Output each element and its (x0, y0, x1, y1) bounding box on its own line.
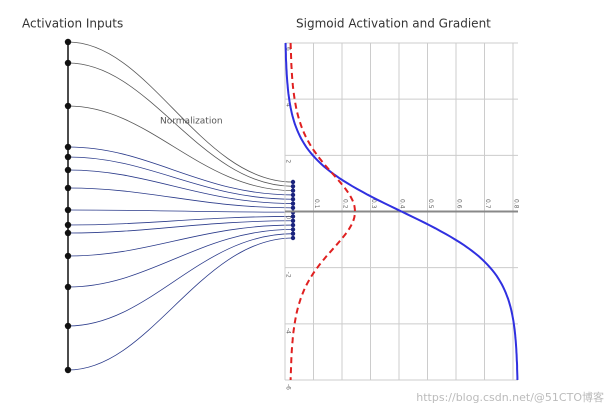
connection (67, 228, 294, 288)
connection (67, 41, 294, 183)
output-node (290, 222, 296, 228)
output-node (290, 188, 296, 193)
input-node (64, 38, 72, 46)
input-node (64, 184, 72, 192)
input-node (64, 229, 72, 237)
input-node (64, 221, 72, 229)
sigmoid-curve (284, 43, 519, 380)
input-node (64, 102, 72, 110)
right-title: Sigmoid Activation and Gradient (296, 17, 491, 31)
connection (67, 237, 294, 371)
input-node (64, 143, 72, 151)
axis-label: 4 (285, 103, 292, 107)
connection (67, 233, 294, 327)
output-node (290, 227, 296, 232)
connection (67, 105, 294, 192)
value-label: 0.6 (456, 199, 463, 209)
axis-label: 6 (285, 47, 292, 51)
value-label: 0.5 (427, 199, 434, 209)
axis-label: 0 (285, 216, 292, 220)
connection (67, 156, 294, 200)
connection (67, 209, 294, 213)
value-label: 0.8 (513, 199, 520, 209)
input-node (64, 283, 72, 291)
value-label: 0.3 (370, 199, 377, 209)
value-label: 0.4 (399, 199, 406, 209)
output-node (290, 218, 296, 223)
input-node (64, 322, 72, 330)
output-node (290, 214, 296, 219)
input-node (64, 206, 72, 214)
input-node (64, 366, 72, 374)
output-node (290, 205, 296, 211)
connection (67, 169, 294, 204)
value-label: 0.2 (342, 199, 349, 209)
connection (67, 62, 294, 187)
axis-label: -2 (285, 272, 292, 278)
axis-label: -6 (285, 384, 292, 390)
input-node (64, 166, 72, 174)
normalization-label: Normalization (160, 117, 223, 127)
left-title: Activation Inputs (22, 17, 123, 31)
axis-label: -4 (285, 328, 292, 334)
watermark: https://blog.csdn.net/@51CTO博客 (416, 390, 604, 404)
connection (67, 146, 294, 196)
output-node (290, 231, 296, 236)
output-node (290, 197, 296, 202)
connection (67, 187, 294, 209)
axis-label: 2 (285, 159, 292, 163)
value-label: 0.7 (484, 199, 491, 209)
value-label: 0.1 (313, 199, 320, 209)
output-node (290, 201, 296, 206)
input-node (64, 252, 72, 260)
output-node (290, 235, 296, 241)
output-node (290, 184, 296, 189)
connection (67, 216, 294, 226)
input-node (64, 153, 72, 161)
connection (67, 224, 294, 257)
connection (67, 220, 294, 234)
output-node (290, 179, 296, 185)
input-node (64, 59, 72, 67)
output-node (290, 192, 296, 198)
